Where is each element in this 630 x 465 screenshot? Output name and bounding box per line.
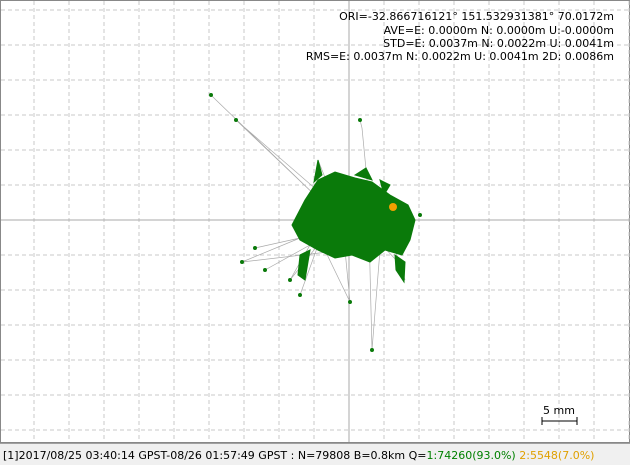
stats-line: ORI=-32.866716121° 151.532931381° 70.017… [339,10,614,23]
stats-line: RMS=E: 0.0037m N: 0.0022m U: 0.0041m 2D:… [306,50,614,63]
status-text: [1]2017/08/25 03:40:14 GPST-08/26 01:57:… [3,449,594,462]
scale-label: 5 mm [543,404,575,417]
status-bar [0,443,630,465]
position-cloud [209,93,422,352]
status-q2: 2:5548(7.0%) [519,449,594,462]
stats-line: STD=E: 0.0037m N: 0.0022m U: 0.0041m [383,37,614,50]
stats-line: AVE=E: 0.0000m N: 0.0000m U:-0.0000m [384,24,614,37]
scale-bar [541,417,578,425]
float-points [389,203,397,211]
status-prefix: [1]2017/08/25 03:40:14 GPST-08/26 01:57:… [3,449,427,462]
status-q1: 1:74260(93.0%) [427,449,516,462]
stats-header: ORI=-32.866716121° 151.532931381° 70.017… [306,10,614,63]
